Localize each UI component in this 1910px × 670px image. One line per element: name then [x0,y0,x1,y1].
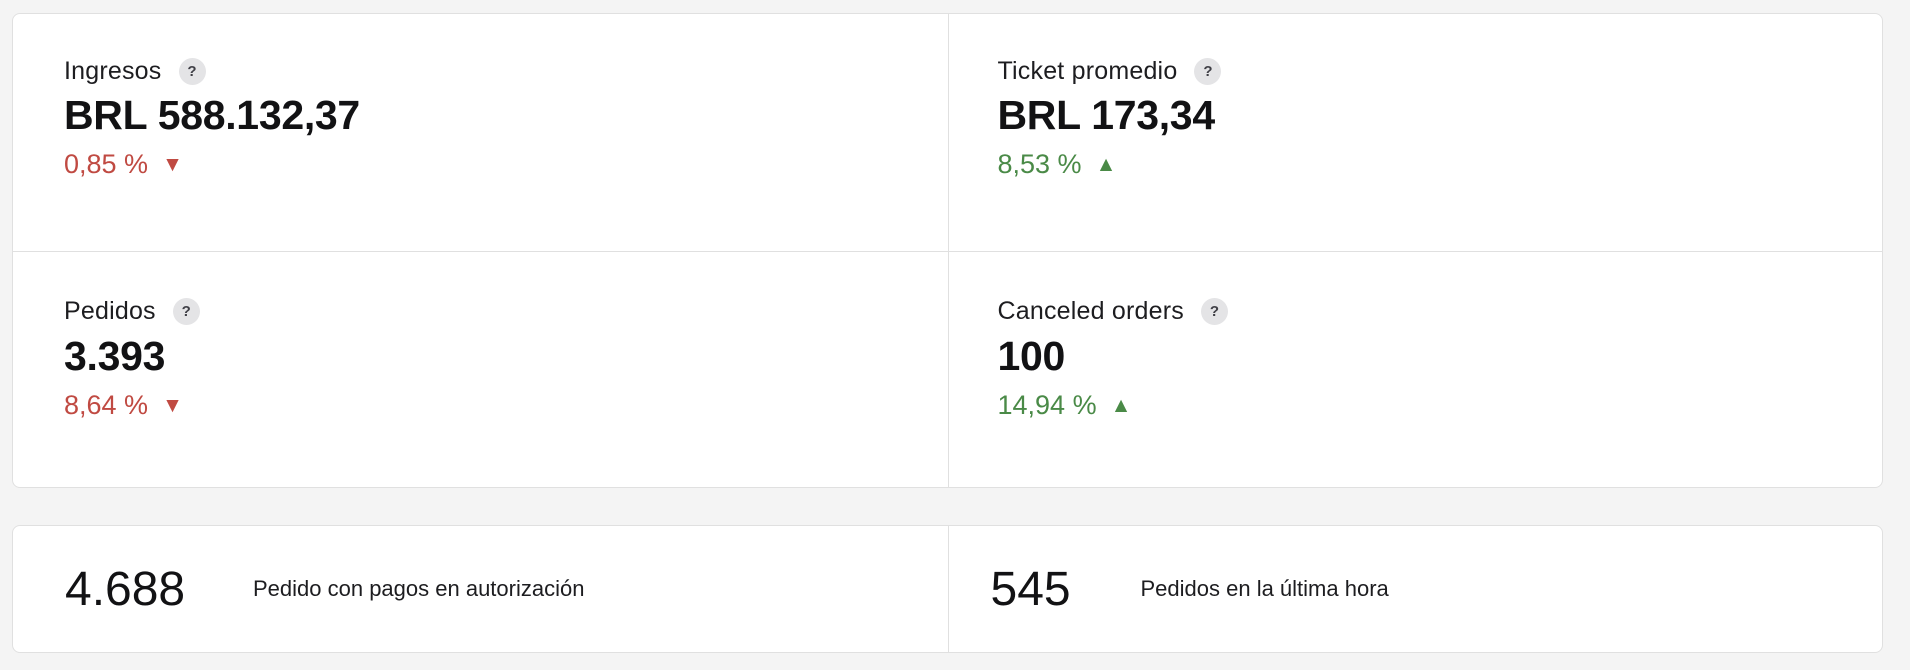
stat-card-ticket-promedio: Ticket promedio ? BRL 173,34 8,53 % ▲ [947,14,1883,251]
help-icon[interactable]: ? [178,57,206,85]
stat-delta-text: 8,53 % [997,149,1082,180]
stat-delta-text: 0,85 % [64,149,149,180]
stat-delta: 8,64 % ▼ [64,390,908,421]
stat-delta: 8,53 % ▲ [998,149,1843,180]
trend-up-icon: ▲ [1110,393,1132,417]
trend-up-icon: ▲ [1095,153,1117,177]
stat-label: Ingresos [64,56,162,85]
stat-label: Canceled orders [997,297,1184,325]
help-icon[interactable]: ? [1194,57,1222,85]
trend-down-icon: ▼ [162,393,183,417]
summary-value: 545 [990,562,1071,616]
stat-value: 100 [997,332,1066,379]
stat-card-ingresos: Ingresos ? BRL 588.132,37 0,85 % ▼ [13,14,948,251]
stat-value: 3.393 [64,332,166,379]
stat-value: BRL 588.132,37 [64,92,360,138]
summary-value: 4.688 [65,562,186,616]
stat-delta-text: 14,94 % [997,389,1097,420]
help-icon[interactable]: ? [1200,298,1228,325]
help-icon[interactable]: ? [172,298,200,325]
summary-cards-panel: 4.688 Pedido con pagos en autorización 5… [12,525,1883,653]
trend-down-icon: ▼ [162,153,183,177]
summary-card-last-hour: 545 Pedidos en la última hora [947,526,1883,652]
stat-delta-text: 8,64 % [64,389,149,420]
summary-label: Pedidos en la última hora [1140,576,1389,601]
stat-delta: 0,85 % ▼ [64,149,908,180]
kpi-cards-panel: Ingresos ? BRL 588.132,37 0,85 % ▼ Ticke… [12,13,1883,488]
stat-label: Ticket promedio [997,56,1178,85]
stat-label: Pedidos [64,297,156,325]
stat-card-canceled-orders: Canceled orders ? 100 14,94 % ▲ [947,250,1882,487]
stat-card-pedidos: Pedidos ? 3.393 8,64 % ▼ [13,250,948,488]
stat-value: BRL 173,34 [997,92,1216,138]
stat-delta: 14,94 % ▲ [998,390,1843,421]
summary-label: Pedido con pagos en autorización [253,576,585,601]
summary-card-payments-authorization: 4.688 Pedido con pagos en autorización [13,526,948,652]
